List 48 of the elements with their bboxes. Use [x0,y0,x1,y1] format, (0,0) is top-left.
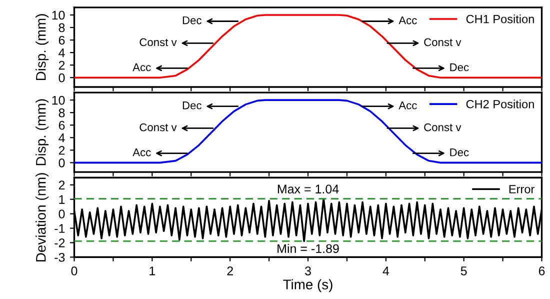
x-tick-label: 0 [71,266,78,276]
y-tick-label: 4 [58,134,65,142]
x-tick-label: 1 [150,266,156,276]
y-tick-label: -1 [54,224,65,233]
y-axis-title: Disp. (mm) [36,99,49,166]
annotation: Dec [182,16,202,24]
line-series [74,14,542,78]
ref-line-label: Min = -1.89 [278,244,339,254]
annotation: Acc [132,63,151,72]
annotation: Const v [140,38,177,46]
y-tick-label: 10 [52,10,65,20]
y-tick-label: 0 [58,73,65,82]
y-tick-label: 8 [58,23,65,32]
y-tick-label: 6 [58,36,65,45]
x-tick-label: 2 [227,266,233,276]
y-tick-label: 0 [58,158,65,168]
line-series [74,99,542,164]
x-tick-label: 5 [460,266,467,276]
x-tick-label: 3 [305,266,311,276]
annotation: Const v [424,38,462,46]
y-tick-label: 6 [58,120,65,130]
x-axis-title: Time (s) [283,279,332,292]
y-axis-title: Deviation (nm) [36,173,49,262]
annotation: Acc [398,16,417,24]
ref-line-label: Max = 1.04 [278,184,339,194]
annotation: Const v [424,123,462,132]
legend-label: CH2 Position [466,100,534,108]
legend-label: Error [509,185,534,194]
y-tick-label: 2 [58,180,65,190]
annotation: Dec [450,63,469,72]
x-tick-label: 4 [382,266,390,276]
y-tick-label: 1 [59,195,65,204]
y-axis-title: Disp. (mm) [36,14,49,80]
x-tick-label: 6 [538,266,545,276]
annotation: Const v [140,123,177,132]
y-tick-label: 2 [58,60,65,70]
y-tick-label: 2 [58,146,65,155]
y-tick-label: 10 [52,96,65,105]
annotation: Dec [182,102,202,110]
y-tick-label: -2 [54,238,65,248]
y-tick-label: 8 [58,108,65,118]
y-tick-label: 4 [58,48,65,58]
annotation: Acc [398,102,417,110]
annotation: Dec [450,148,469,156]
legend-label: CH1 Position [466,14,534,24]
annotation: Acc [132,148,151,156]
y-tick-label: -3 [54,252,65,262]
y-tick-label: 0 [58,210,65,218]
